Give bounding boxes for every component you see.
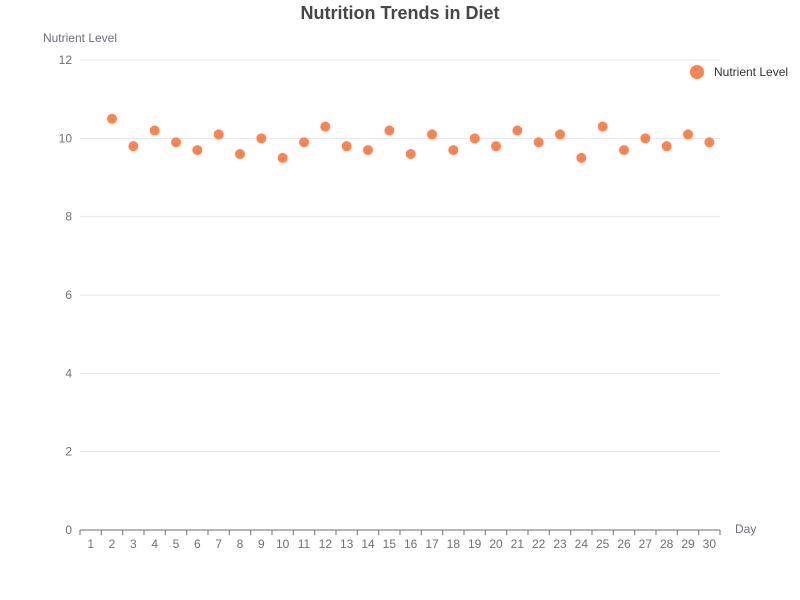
legend-marker [690,65,704,79]
x-tick-label: 16 [404,537,418,551]
y-tick-label: 8 [65,210,72,224]
y-tick-label: 0 [65,523,72,537]
x-tick-label: 26 [617,537,631,551]
data-point[interactable] [640,133,651,144]
x-tick-label: 1 [87,537,94,551]
grid-lines [80,59,720,453]
y-tick-label: 6 [65,288,72,302]
legend[interactable]: Nutrient Level [690,65,788,79]
data-point[interactable] [341,141,352,152]
x-tick-label: 28 [660,537,674,551]
x-tick-label: 7 [215,537,222,551]
data-point[interactable] [448,145,459,156]
x-tick-label: 18 [447,537,461,551]
data-point[interactable] [704,137,715,148]
legend-label: Nutrient Level [714,65,788,79]
x-tick-label: 30 [703,537,717,551]
y-tick-label: 2 [65,445,72,459]
chart-title: Nutrition Trends in Diet [300,3,499,23]
y-tick-label: 10 [59,131,73,145]
data-point[interactable] [235,149,245,159]
x-tick-label: 5 [173,537,180,551]
data-point[interactable] [555,129,565,140]
x-tick-label: 21 [511,537,525,551]
x-tick-label: 11 [298,537,311,551]
x-tick-label: 29 [681,537,695,551]
data-point[interactable] [256,133,267,144]
data-point[interactable] [619,145,629,156]
y-axis-label: Nutrient Level [43,31,117,45]
x-tick-label: 22 [532,537,546,551]
data-point[interactable] [533,137,544,148]
x-tick-label: 19 [468,537,482,551]
data-point[interactable] [384,125,395,136]
data-point[interactable] [299,137,309,148]
data-point[interactable] [128,141,139,152]
data-point[interactable] [661,141,672,152]
x-tick-label: 13 [340,537,354,551]
data-point[interactable] [149,125,160,136]
data-point[interactable] [363,145,373,156]
x-tick-label: 8 [237,537,244,551]
x-tick-label: 23 [553,537,567,551]
data-point[interactable] [469,133,480,144]
x-tick-label: 20 [489,537,503,551]
x-tick-label: 27 [639,537,653,551]
data-point[interactable] [427,129,437,140]
x-axis-label: Day [735,522,756,536]
x-axis-ticks: 1 2 3 4 5 6 7 8 9 10 11 12 13 14 15 16 17 18 19 20 21 22 23 24 2… [79,530,721,551]
x-tick-label: 10 [276,537,290,551]
x-tick-label: 6 [194,537,201,551]
x-tick-label: 14 [361,537,375,551]
data-point[interactable] [192,145,203,156]
data-point[interactable] [491,141,501,152]
y-tick-label: 12 [59,53,73,67]
x-tick-label: 15 [383,537,397,551]
x-tick-label: 2 [109,537,116,551]
data-point[interactable] [405,149,416,159]
x-tick-label: 3 [130,537,137,551]
data-point[interactable] [213,129,224,140]
data-point[interactable] [320,121,331,132]
x-tick-label: 4 [151,537,158,551]
data-point[interactable] [683,129,693,140]
data-point[interactable] [576,152,587,163]
x-tick-label: 9 [258,537,265,551]
data-point[interactable] [107,113,117,124]
y-axis: 0 2 4 6 8 10 12 [59,53,73,537]
x-tick-label: 24 [575,537,589,551]
data-point[interactable] [171,137,181,148]
data-point[interactable] [277,152,288,163]
x-tick-label: 12 [319,537,333,551]
y-tick-label: 4 [65,366,72,380]
x-tick-label: 17 [425,537,439,551]
data-point[interactable] [597,121,608,132]
data-point[interactable] [512,125,523,136]
data-points [107,113,715,163]
x-tick-label: 25 [596,537,610,551]
